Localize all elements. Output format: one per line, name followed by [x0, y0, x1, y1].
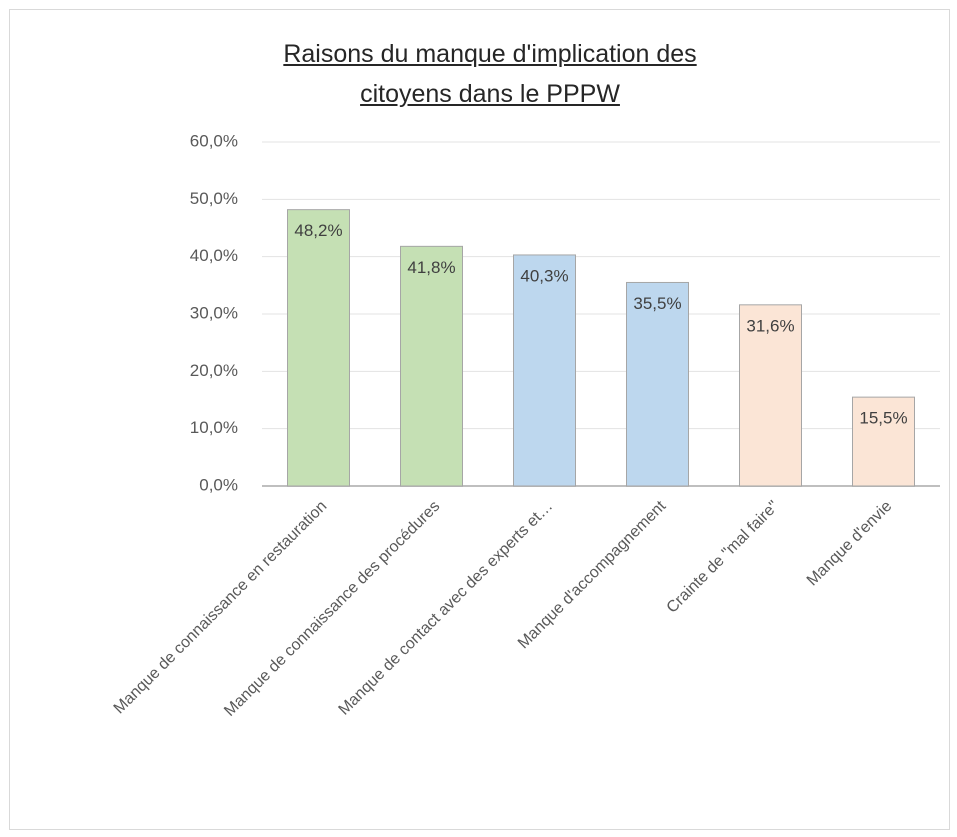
y-tick-label: 0,0% — [199, 475, 238, 494]
bar — [513, 254, 576, 487]
y-tick-label: 60,0% — [190, 131, 238, 150]
chart-frame — [9, 9, 950, 830]
data-label: 35,5% — [633, 294, 681, 313]
y-tick-label: 50,0% — [190, 189, 238, 208]
bar — [400, 245, 463, 487]
data-label: 15,5% — [859, 409, 907, 428]
y-tick-label: 20,0% — [190, 361, 238, 380]
y-tick-label: 30,0% — [190, 303, 238, 322]
data-label: 31,6% — [746, 316, 794, 335]
chart-title: Raisons du manque d'implication des cito… — [283, 40, 697, 108]
data-label: 41,8% — [407, 258, 455, 277]
bar — [287, 209, 350, 487]
bar — [739, 304, 802, 487]
bar — [626, 281, 689, 487]
y-tick-label: 40,0% — [190, 246, 238, 265]
bar — [852, 396, 915, 487]
data-label: 48,2% — [294, 221, 342, 240]
y-tick-label: 10,0% — [190, 418, 238, 437]
data-label: 40,3% — [520, 266, 568, 285]
